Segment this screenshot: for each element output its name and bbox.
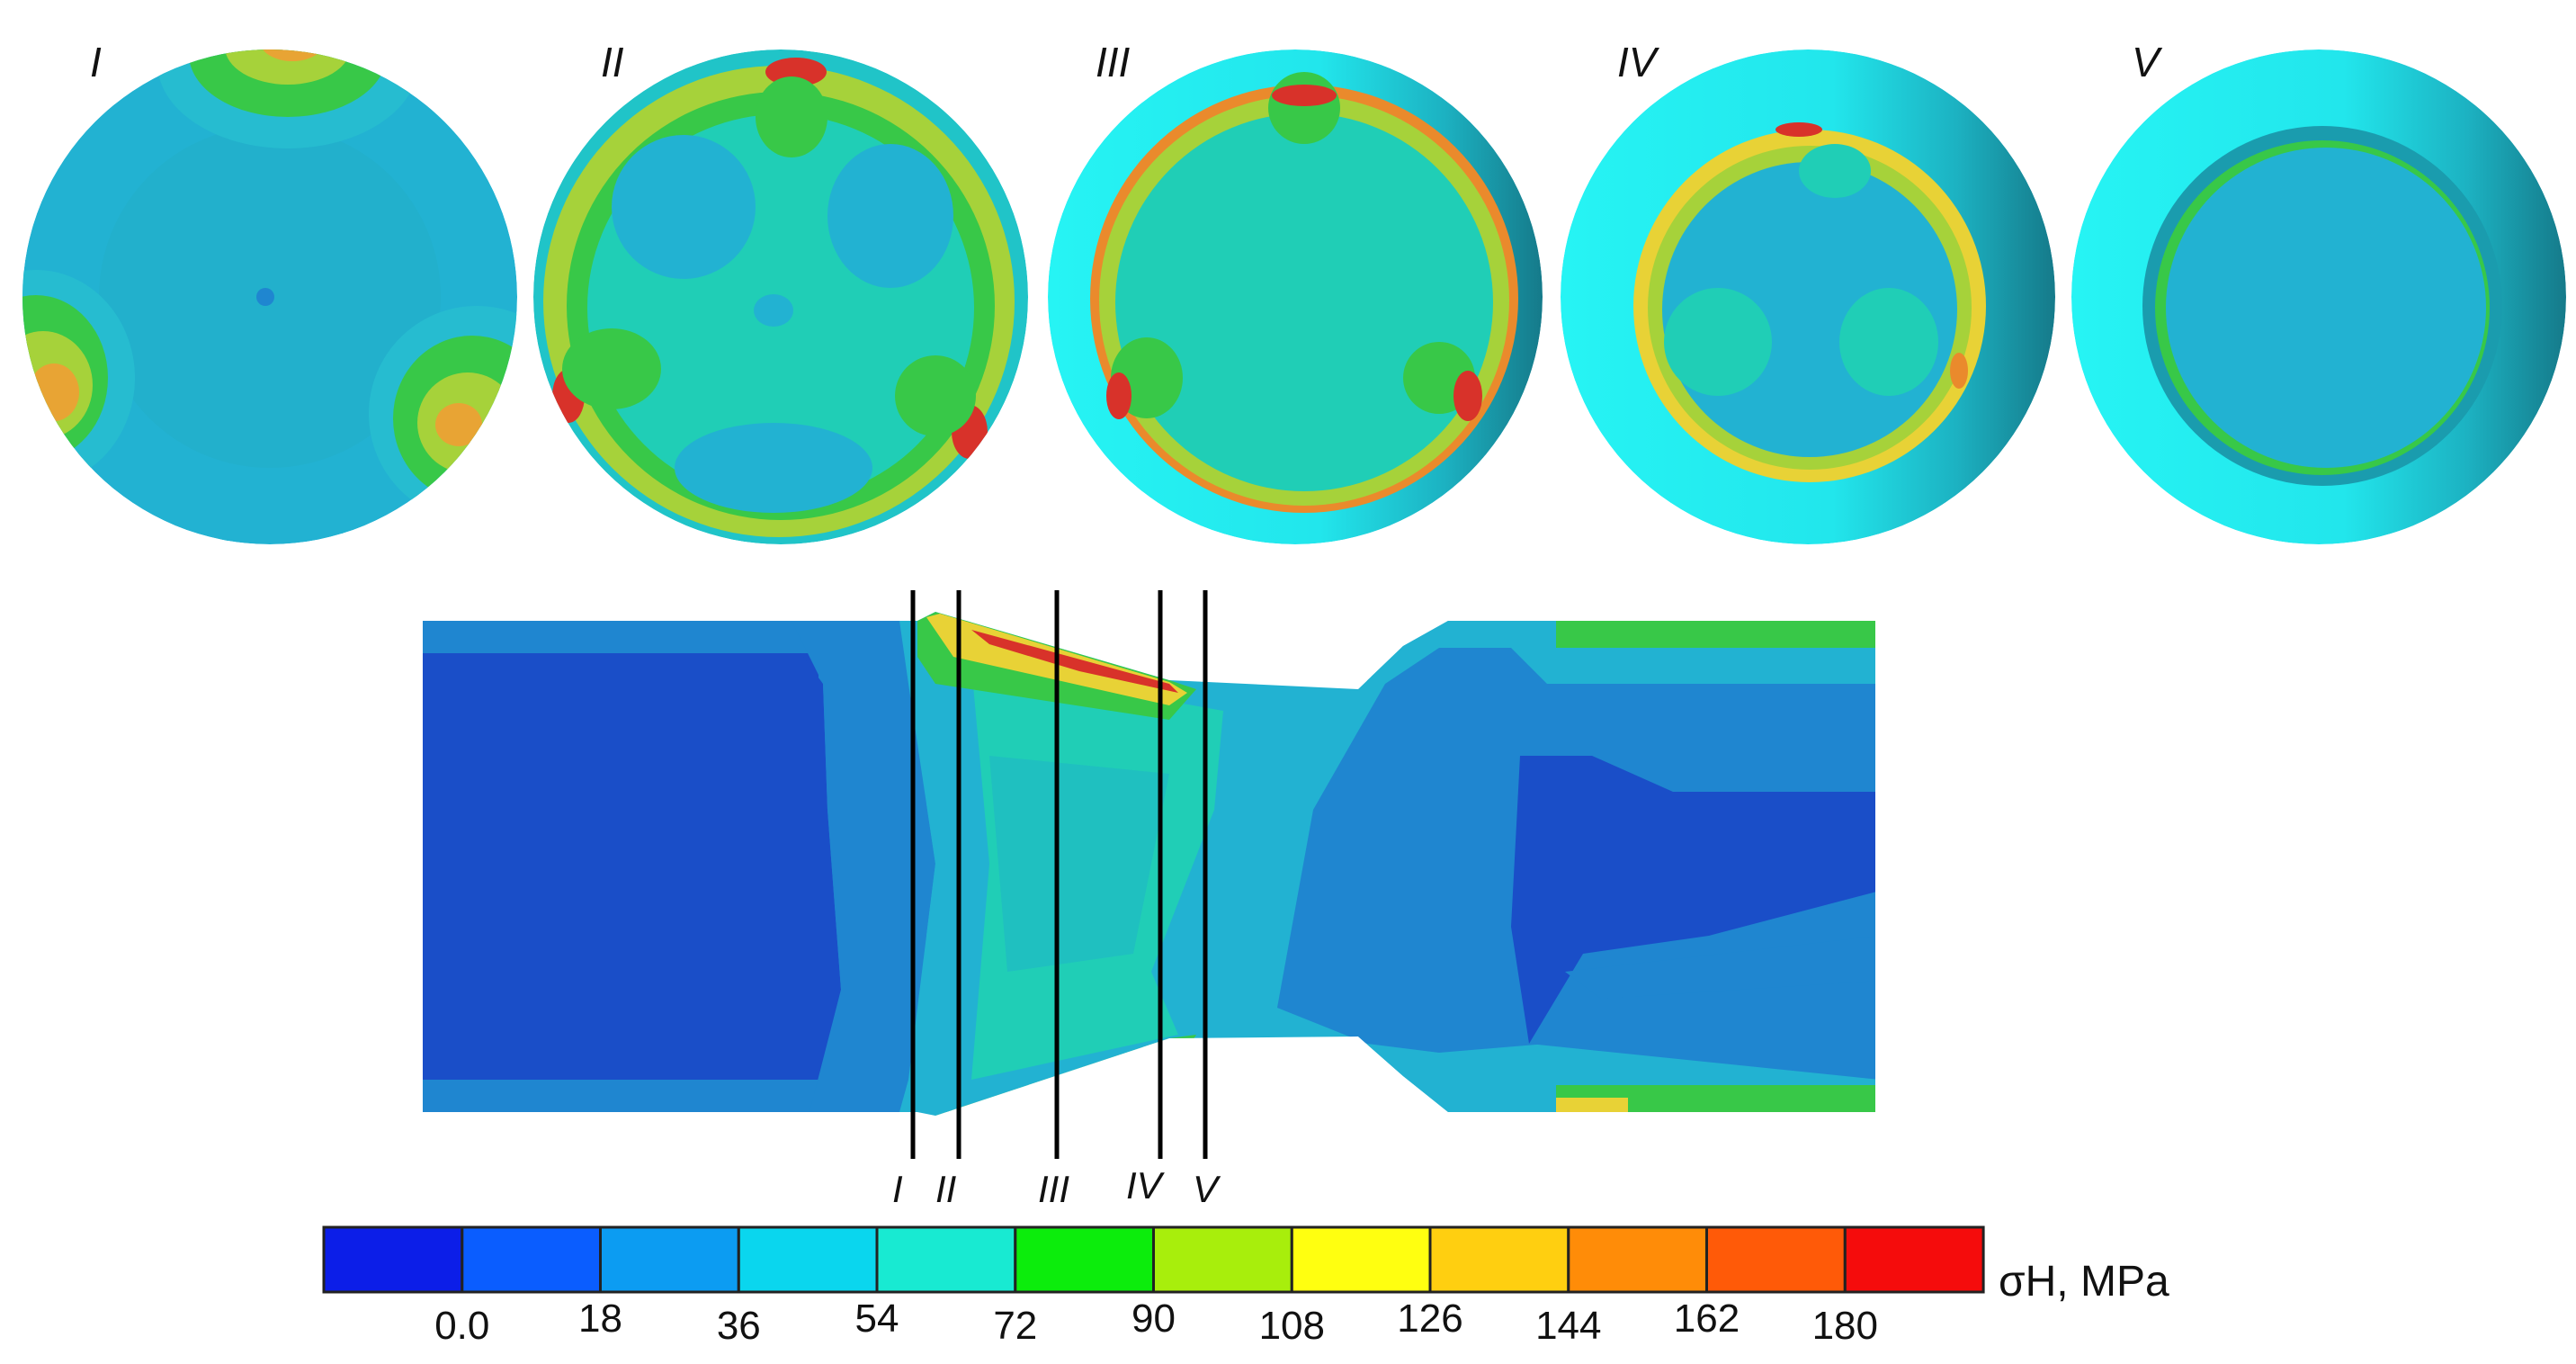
- cut-label: V: [1193, 1168, 1221, 1210]
- section-label: IV: [1617, 39, 1660, 85]
- legend-swatch: [1290, 1225, 1432, 1294]
- cross-section-4: IV: [1561, 39, 2055, 544]
- cut-label: IV: [1126, 1164, 1166, 1207]
- legend-tick-label: 90: [1131, 1297, 1176, 1341]
- legend-swatch: [1843, 1225, 1985, 1294]
- color-legend: 0.0 18 36 54 72 90 108 126 144 162 180 σH, MPa: [322, 1225, 2169, 1348]
- legend-tick-label: 180: [1812, 1304, 1878, 1348]
- legend-swatch: [1428, 1225, 1570, 1294]
- legend-unit-label: σH, MPa: [1999, 1258, 2169, 1306]
- cut-label: II: [935, 1168, 957, 1210]
- cut-line-labels: I II III IV V: [892, 1164, 1221, 1210]
- legend-tick-label: 54: [855, 1297, 899, 1341]
- section-cut-lines: [910, 590, 1208, 1159]
- cross-section-5: V: [2071, 39, 2566, 544]
- section-label: I: [90, 39, 102, 85]
- legend-swatch: [461, 1225, 603, 1294]
- legend-swatch: [737, 1225, 879, 1294]
- legend-swatch: [875, 1225, 1017, 1294]
- legend-swatch: [1014, 1225, 1156, 1294]
- legend-tick-label: 126: [1397, 1297, 1462, 1341]
- legend-swatch: [322, 1225, 464, 1294]
- section-label: III: [1096, 39, 1131, 85]
- legend-swatches: [322, 1225, 1985, 1294]
- legend-swatch: [1152, 1225, 1293, 1294]
- cross-section-1: I: [22, 39, 517, 544]
- longitudinal-section: [423, 612, 1875, 1116]
- legend-tick-label: 18: [578, 1297, 622, 1341]
- legend-tick-label: 144: [1535, 1304, 1601, 1348]
- legend-swatch: [599, 1225, 740, 1294]
- cut-label: I: [892, 1168, 903, 1210]
- legend-ticks: 0.0 18 36 54 72 90 108 126 144 162 180: [434, 1297, 1878, 1348]
- cross-section-2: II: [533, 39, 1028, 544]
- legend-swatch: [1567, 1225, 1709, 1294]
- legend-swatch: [1705, 1225, 1847, 1294]
- legend-tick-label: 162: [1674, 1297, 1740, 1341]
- legend-tick-label: 0.0: [434, 1304, 489, 1348]
- section-label: V: [2132, 39, 2163, 85]
- section-label: II: [601, 39, 624, 85]
- cut-label: III: [1038, 1168, 1069, 1210]
- legend-tick-label: 72: [993, 1304, 1037, 1348]
- cross-section-3: III: [1048, 39, 1543, 544]
- legend-tick-label: 108: [1259, 1304, 1325, 1348]
- legend-tick-label: 36: [717, 1304, 761, 1348]
